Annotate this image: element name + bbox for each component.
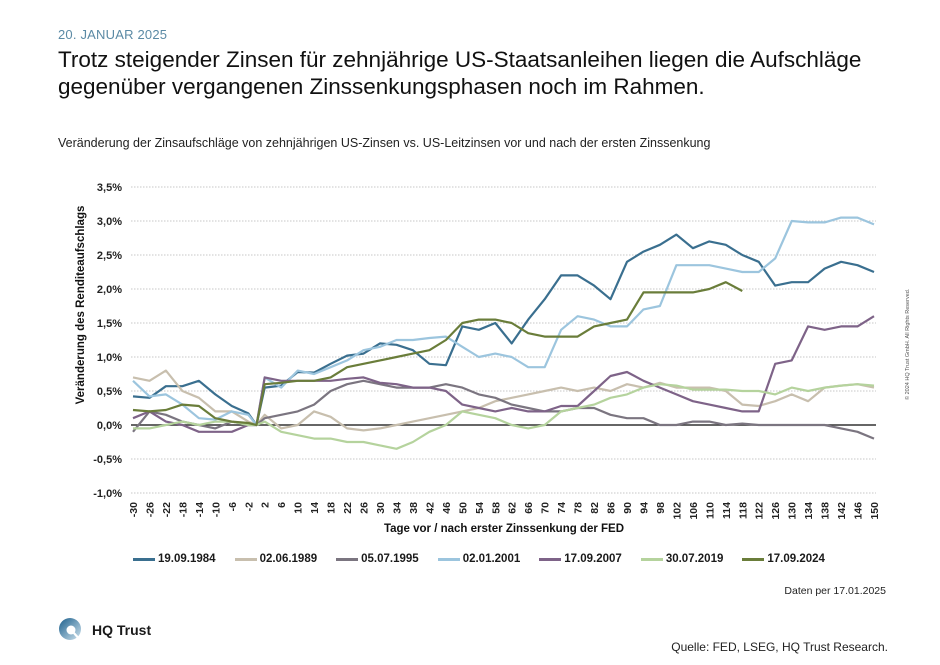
legend-item: 19.09.1984 — [133, 553, 216, 565]
x-tick-label: 30 — [375, 502, 387, 514]
chart-subtitle: Veränderung der Zinsaufschläge von zehnj… — [58, 136, 711, 150]
x-tick-label: -14 — [194, 502, 206, 517]
legend-label: 02.01.2001 — [462, 553, 521, 565]
x-tick-label: -10 — [210, 502, 222, 517]
x-tick-label: 150 — [869, 502, 881, 520]
x-tick-label: 10 — [293, 502, 305, 514]
y-tick-label: -0,5% — [93, 454, 122, 466]
source-note: Quelle: FED, LSEG, HQ Trust Research. — [671, 640, 888, 654]
report-date: 20. JANUAR 2025 — [58, 27, 168, 42]
x-tick-label: 26 — [359, 502, 371, 514]
x-tick-label: 46 — [441, 502, 453, 514]
x-tick-label: 110 — [704, 502, 716, 519]
x-tick-label: 142 — [836, 502, 848, 520]
legend-item: 05.07.1995 — [336, 553, 419, 565]
chart-legend: 19.09.1984 02.06.1989 05.07.1995 02.01.2001… — [133, 553, 844, 565]
legend-item: 02.06.1989 — [234, 553, 318, 565]
x-tick-label: 6 — [276, 502, 288, 508]
x-tick-label: -2 — [243, 502, 255, 511]
x-tick-label: 34 — [391, 502, 403, 514]
x-tick-label: 38 — [408, 502, 420, 514]
copyright-note: © 2024 HQ Trust GmbH. All Rights Reserve… — [905, 288, 911, 400]
x-tick-label: 114 — [721, 502, 733, 519]
x-tick-label: 58 — [490, 502, 502, 514]
legend-item: 02.01.2001 — [437, 553, 521, 565]
x-tick-label: 94 — [638, 502, 650, 514]
logo-text: HQ Trust — [92, 622, 152, 638]
legend-swatch — [234, 557, 257, 561]
x-tick-label: -26 — [144, 502, 156, 517]
x-tick-label: 102 — [671, 502, 683, 520]
y-tick-label: 2,5% — [97, 250, 122, 262]
x-tick-label: 70 — [540, 502, 552, 514]
y-tick-label: 1,5% — [97, 318, 122, 330]
page-title: Trotz steigender Zinsen für zehnjährige … — [58, 47, 862, 99]
x-axis-ticks: -30 -26 -22 -18 -14 -10 -6 -2 2 6 10 14 18 22 26 30 34 38… — [128, 502, 881, 520]
legend-swatch — [133, 557, 155, 561]
y-tick-label: 3,0% — [97, 216, 122, 228]
series-line-02.01.2001 — [132, 216, 875, 427]
hq-trust-q-logo-icon — [59, 618, 82, 642]
x-tick-label: 14 — [309, 502, 321, 514]
x-tick-label: 50 — [457, 502, 469, 514]
y-tick-label: 0,5% — [97, 386, 122, 398]
x-tick-label: 118 — [737, 502, 749, 519]
series-line-30.07.2019 — [133, 383, 875, 450]
x-tick-label: 98 — [655, 502, 667, 514]
data-date-note: Daten per 17.01.2025 — [784, 585, 886, 597]
x-tick-label: 66 — [523, 502, 535, 514]
line-chart: -1,0% -0,5% 0,0% 0,5% 1,0% 1,5% 2,0% 2,5% 3,0% 3,… — [75, 182, 881, 535]
x-tick-label: 62 — [507, 502, 519, 514]
legend-label: 30.07.2019 — [665, 553, 724, 565]
y-axis-title: Veränderung des Renditeaufschlags — [75, 206, 87, 405]
x-tick-label: 126 — [770, 502, 782, 520]
legend-swatch — [742, 557, 765, 561]
legend-label: 19.09.1984 — [158, 553, 216, 565]
x-tick-label: 138 — [820, 502, 832, 520]
legend-swatch — [640, 557, 663, 561]
legend-swatch — [539, 557, 562, 561]
legend-item: 17.09.2007 — [539, 553, 622, 565]
x-tick-label: 54 — [474, 502, 486, 514]
y-tick-label: 0,0% — [97, 420, 122, 432]
chart-series — [132, 216, 875, 450]
x-tick-label: 22 — [342, 502, 354, 514]
y-axis-ticks: -1,0% -0,5% 0,0% 0,5% 1,0% 1,5% 2,0% 2,5% 3,0% 3,… — [93, 182, 122, 500]
y-tick-label: 1,0% — [97, 352, 122, 364]
legend-label: 05.07.1995 — [361, 553, 419, 565]
x-tick-label: 86 — [606, 502, 618, 514]
legend-item: 17.09.2024 — [742, 553, 825, 565]
legend-swatch — [437, 557, 460, 561]
x-tick-label: 134 — [803, 502, 815, 520]
legend-label: 02.06.1989 — [259, 553, 318, 565]
legend-label: 17.09.2007 — [564, 553, 622, 565]
x-tick-label: 42 — [424, 502, 436, 514]
x-tick-label: 78 — [573, 502, 585, 514]
x-tick-label: 74 — [556, 502, 568, 514]
company-logo: HQ Trust — [58, 617, 151, 643]
x-tick-label: 130 — [787, 502, 799, 520]
x-tick-label: -30 — [128, 502, 140, 517]
y-tick-label: 2,0% — [97, 284, 122, 296]
legend-swatch — [336, 557, 359, 561]
series-line-17.09.2024 — [132, 281, 743, 427]
x-tick-label: 146 — [853, 502, 865, 520]
x-axis-title: Tage vor / nach erster Zinssenkung der F… — [384, 523, 624, 535]
x-tick-label: -22 — [161, 502, 173, 517]
x-tick-label: -18 — [177, 502, 189, 517]
x-tick-label: 106 — [688, 502, 700, 520]
x-tick-label: -6 — [227, 502, 239, 511]
x-tick-label: 2 — [260, 502, 272, 508]
chart-grid — [131, 186, 876, 494]
x-tick-label: 82 — [589, 502, 601, 514]
legend-label: 17.09.2024 — [767, 553, 825, 565]
x-tick-label: 122 — [754, 502, 766, 520]
x-tick-label: 90 — [622, 502, 634, 514]
legend-item: 30.07.2019 — [640, 553, 724, 565]
y-tick-label: 3,5% — [97, 182, 122, 194]
x-tick-label: 18 — [326, 502, 338, 514]
y-tick-label: -1,0% — [93, 488, 122, 500]
